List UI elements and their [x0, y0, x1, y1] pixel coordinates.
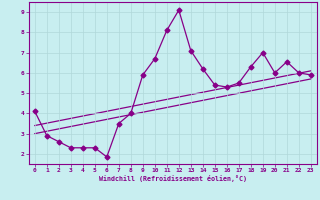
X-axis label: Windchill (Refroidissement éolien,°C): Windchill (Refroidissement éolien,°C) [99, 175, 247, 182]
